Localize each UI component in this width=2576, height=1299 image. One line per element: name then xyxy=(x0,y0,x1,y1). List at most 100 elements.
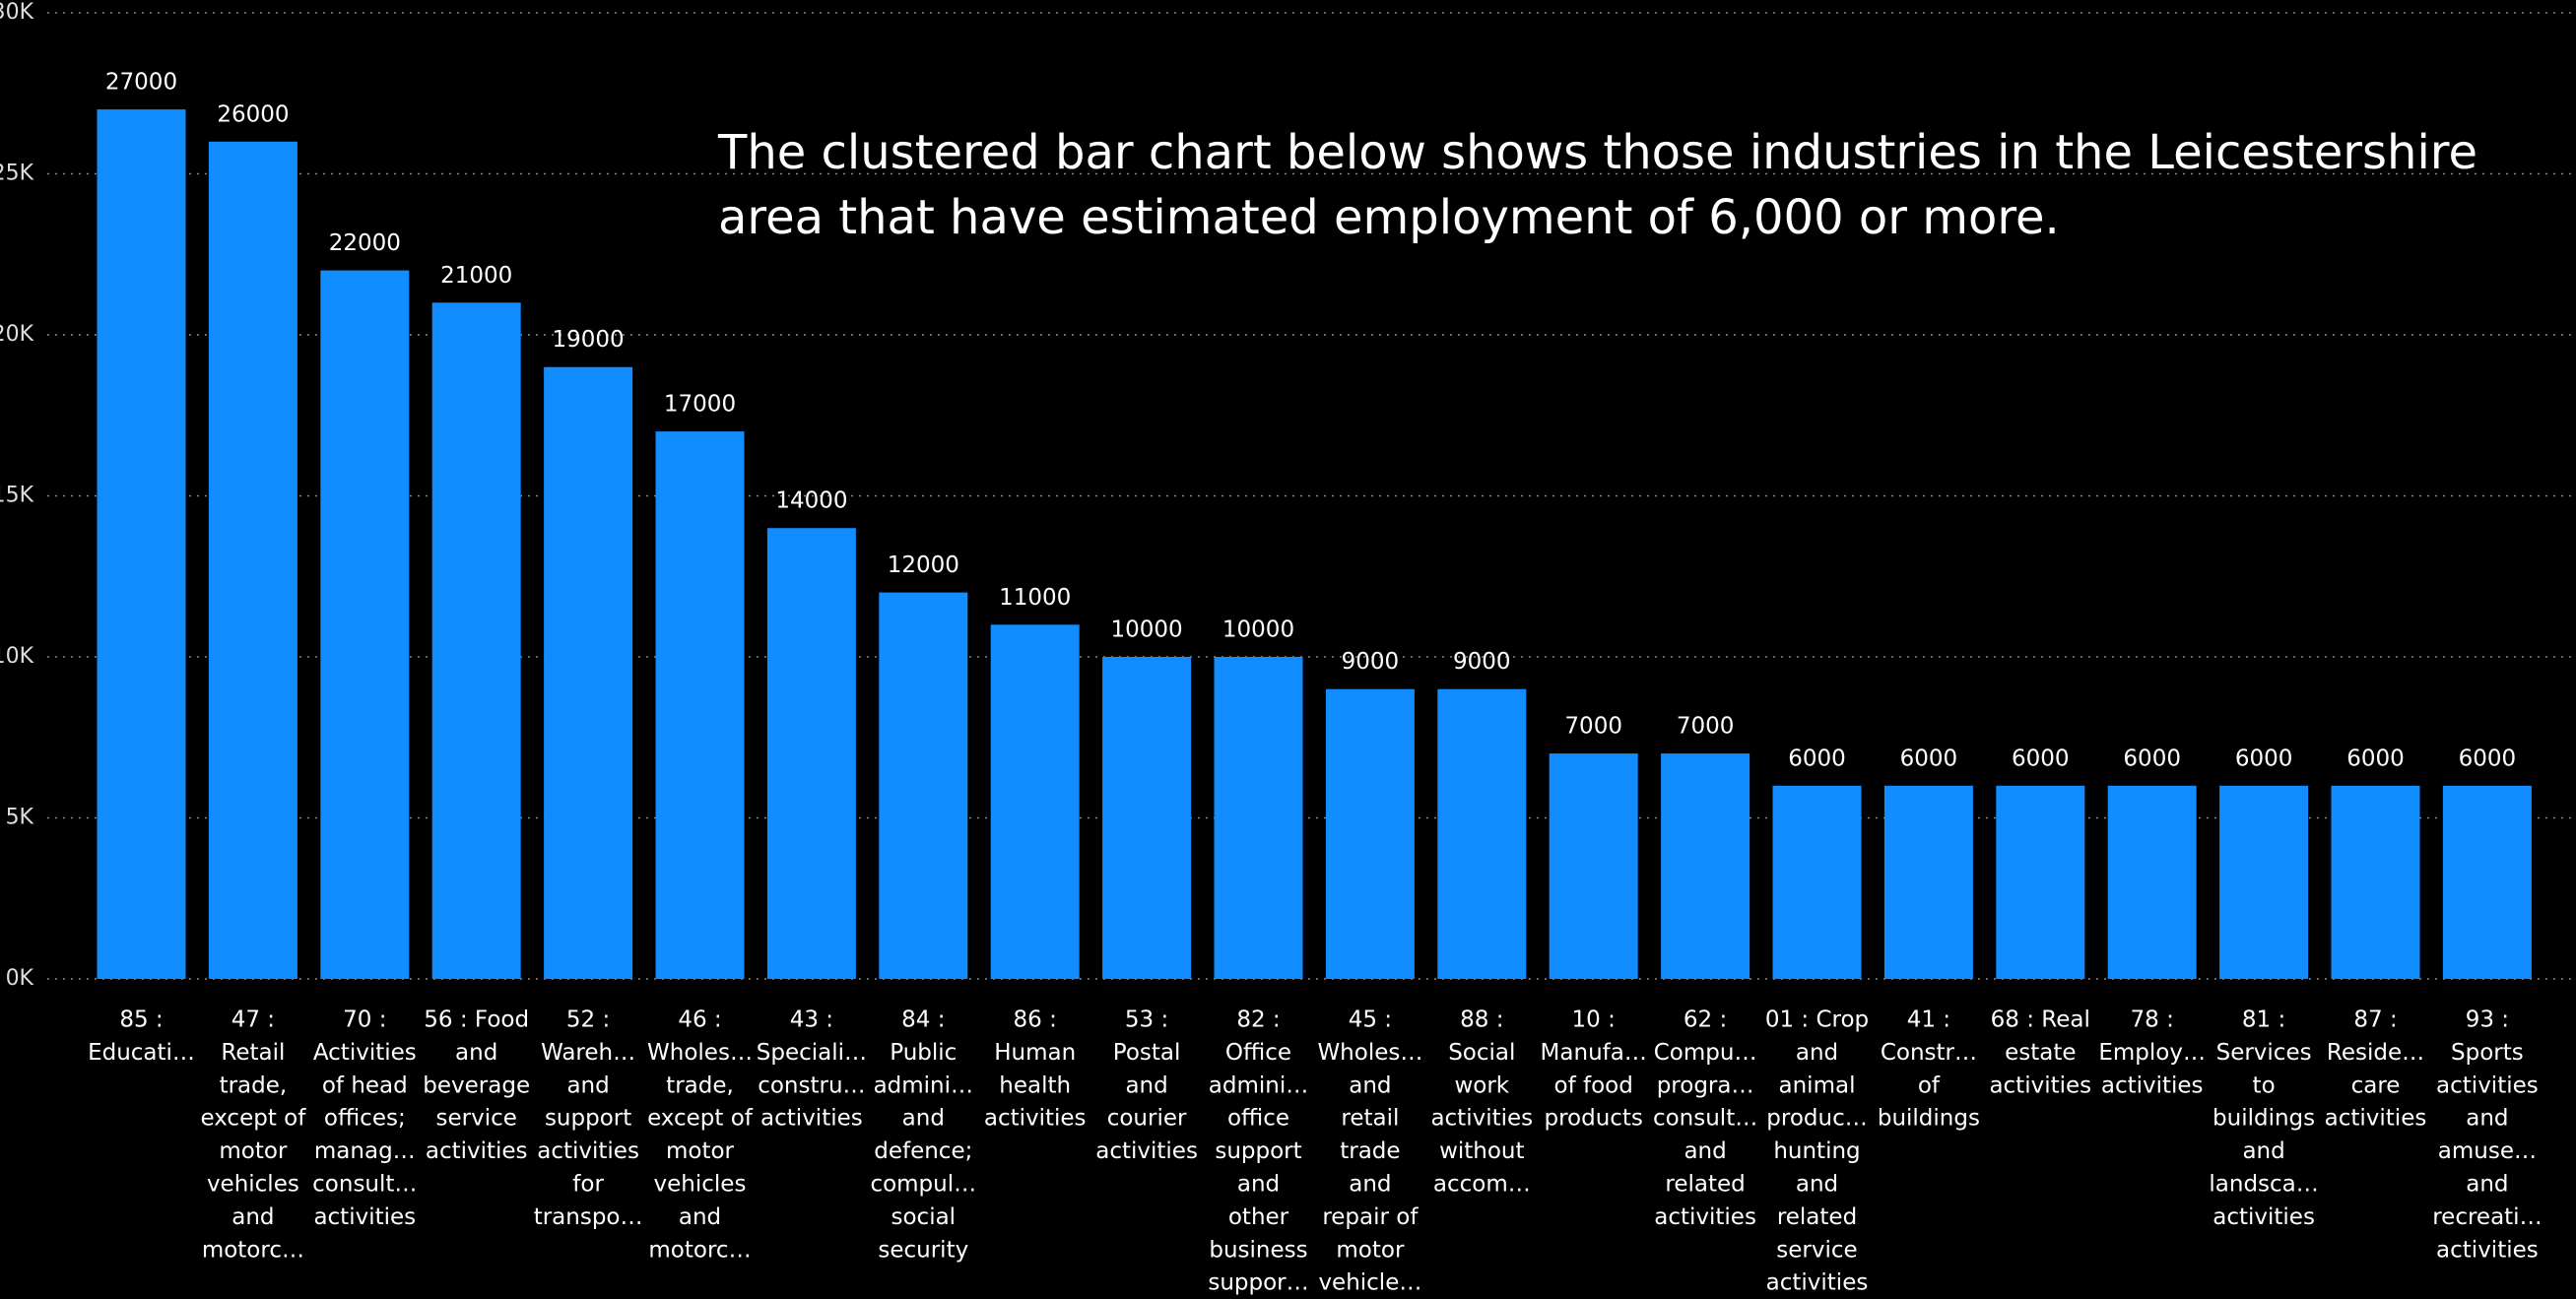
x-tick-label: activities xyxy=(1654,1204,1756,1230)
data-label: 6000 xyxy=(2012,746,2070,771)
x-tick-label: buildings xyxy=(2213,1106,2315,1132)
bar xyxy=(655,431,745,980)
x-tick-label: activities xyxy=(426,1138,528,1164)
bar xyxy=(766,528,856,979)
bar xyxy=(2107,785,2197,979)
x-tick-label: hunting xyxy=(1773,1138,1860,1164)
data-label: 6000 xyxy=(1900,746,1958,771)
data-label: 9000 xyxy=(1453,649,1511,675)
y-tick-label: 0K xyxy=(6,966,34,991)
x-tick-label: related xyxy=(1665,1172,1745,1198)
x-tick-label: buildings xyxy=(1878,1106,1980,1132)
x-tick-label: motorc… xyxy=(648,1237,751,1263)
x-tick-label: suppor… xyxy=(1208,1270,1308,1296)
x-tick-label: and xyxy=(2466,1106,2508,1132)
data-label: 9000 xyxy=(1342,649,1400,675)
x-tick-label: consult… xyxy=(312,1172,417,1198)
x-tick-label: Retail xyxy=(221,1040,285,1066)
x-tick-label: and xyxy=(1349,1072,1391,1098)
bar xyxy=(1661,753,1750,979)
x-tick-label: produc… xyxy=(1766,1106,1867,1132)
x-tick-label: Educati… xyxy=(88,1040,195,1066)
bar xyxy=(320,270,410,980)
x-tick-label: activities xyxy=(2101,1072,2204,1098)
x-tick-label: Sports xyxy=(2451,1040,2524,1066)
bar xyxy=(1772,785,1862,979)
x-tick-label: security xyxy=(878,1237,968,1263)
x-tick-label: vehicles xyxy=(207,1172,299,1198)
x-tick-label: service xyxy=(1776,1237,1857,1263)
x-tick-label: Social xyxy=(1448,1040,1515,1066)
x-tick-label: activities xyxy=(984,1106,1087,1132)
x-tick-label: to xyxy=(2253,1072,2276,1098)
bar xyxy=(431,302,521,979)
x-tick-label: activities xyxy=(2436,1237,2539,1263)
x-tick-label: and xyxy=(231,1204,274,1230)
bar xyxy=(879,592,968,979)
data-label: 7000 xyxy=(1564,714,1622,740)
x-tick-label: 41 : xyxy=(1907,1007,1950,1033)
x-tick-label: accom… xyxy=(1433,1172,1531,1198)
x-tick-label: 45 : xyxy=(1349,1007,1392,1033)
x-tick-label: 84 : xyxy=(901,1007,945,1033)
y-tick-label: 5K xyxy=(6,806,34,830)
x-tick-label: landsca… xyxy=(2209,1172,2318,1198)
x-tick-label: Activities xyxy=(313,1040,417,1066)
data-label: 26000 xyxy=(217,101,289,127)
x-tick-label: 10 : xyxy=(1572,1007,1616,1033)
x-tick-label: amuse… xyxy=(2438,1138,2537,1164)
x-tick-label: trade xyxy=(1340,1138,1400,1164)
x-tick-label: 46 : xyxy=(678,1007,721,1033)
x-tick-label: except of xyxy=(200,1106,306,1132)
x-tick-label: and xyxy=(1125,1072,1167,1098)
data-label: 6000 xyxy=(1788,746,1846,771)
x-tick-label: activities xyxy=(1766,1270,1869,1296)
x-tick-label: Manufa… xyxy=(1541,1040,1647,1066)
data-label: 19000 xyxy=(553,327,625,353)
x-tick-label: beverage xyxy=(423,1072,530,1098)
bar xyxy=(2331,785,2420,979)
x-tick-label: without xyxy=(1439,1138,1524,1164)
x-tick-label: animal xyxy=(1779,1072,1856,1098)
x-tick-label: Employ… xyxy=(2098,1040,2206,1066)
x-tick-label: care xyxy=(2351,1072,2401,1098)
x-tick-label: Reside… xyxy=(2327,1040,2424,1066)
data-label: 10000 xyxy=(1111,617,1183,643)
x-tick-label: of xyxy=(1918,1072,1941,1098)
x-tick-label: and xyxy=(2466,1172,2508,1198)
x-tick-label: motorc… xyxy=(202,1237,304,1263)
annotation: The clustered bar chart below shows thos… xyxy=(717,125,2477,180)
bar xyxy=(544,366,633,979)
x-tick-label: 78 : xyxy=(2131,1007,2174,1033)
data-label: 6000 xyxy=(2123,746,2181,771)
data-label: 27000 xyxy=(105,70,177,96)
x-tick-label: activities xyxy=(2436,1072,2539,1098)
x-tick-label: activities xyxy=(1095,1138,1198,1164)
x-tick-label: 68 : Real xyxy=(1991,1007,2090,1033)
bar xyxy=(1437,688,1527,979)
y-tick-label: 20K xyxy=(0,322,34,347)
data-label: 17000 xyxy=(664,392,736,418)
x-tick-label: and xyxy=(455,1040,497,1066)
x-tick-label: 62 : xyxy=(1684,1007,1727,1033)
y-tick-label: 25K xyxy=(0,162,34,186)
x-tick-label: trade, xyxy=(666,1072,734,1098)
x-tick-label: manag… xyxy=(314,1138,416,1164)
x-tick-label: activities xyxy=(1989,1072,2091,1098)
x-tick-label: 43 : xyxy=(790,1007,833,1033)
x-tick-label: for xyxy=(572,1172,604,1198)
x-tick-label: 70 : xyxy=(343,1007,386,1033)
x-tick-label: activities xyxy=(1430,1106,1533,1132)
x-tick-label: business xyxy=(1209,1237,1307,1263)
x-tick-label: of head xyxy=(322,1072,408,1098)
x-tick-label: Office xyxy=(1225,1040,1291,1066)
x-tick-label: and xyxy=(2242,1138,2284,1164)
x-tick-label: courier xyxy=(1107,1106,1187,1132)
x-tick-label: 81 : xyxy=(2242,1007,2285,1033)
x-tick-label: activities xyxy=(2325,1106,2427,1132)
data-label: 14000 xyxy=(775,488,847,514)
bar xyxy=(990,624,1080,979)
x-tick-label: activities xyxy=(760,1106,863,1132)
x-tick-label: and xyxy=(902,1106,945,1132)
x-tick-label: Wholes… xyxy=(1317,1040,1422,1066)
